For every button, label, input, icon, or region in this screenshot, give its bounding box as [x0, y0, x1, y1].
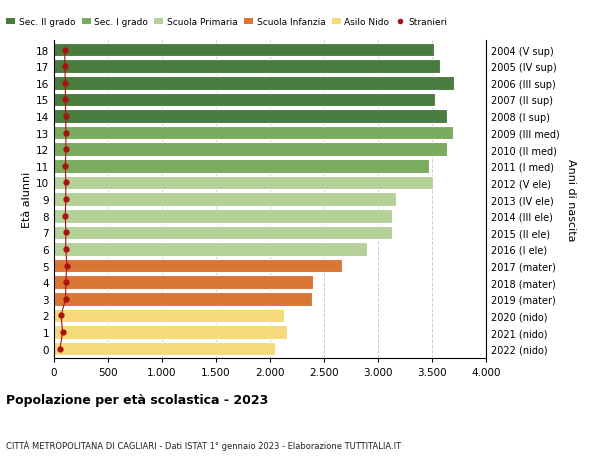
Bar — [54, 93, 435, 107]
Bar — [54, 325, 287, 339]
Bar — [54, 309, 284, 323]
Bar — [54, 127, 452, 140]
Bar — [54, 259, 343, 273]
Legend: Sec. II grado, Sec. I grado, Scuola Primaria, Scuola Infanzia, Asilo Nido, Stran: Sec. II grado, Sec. I grado, Scuola Prim… — [2, 14, 451, 30]
Y-axis label: Anni di nascita: Anni di nascita — [566, 158, 576, 241]
Bar — [54, 243, 367, 256]
Bar — [54, 60, 440, 74]
Bar — [54, 292, 312, 306]
Bar — [54, 110, 447, 123]
Text: CITTÀ METROPOLITANA DI CAGLIARI - Dati ISTAT 1° gennaio 2023 - Elaborazione TUTT: CITTÀ METROPOLITANA DI CAGLIARI - Dati I… — [6, 439, 401, 450]
Bar — [54, 176, 433, 190]
Bar — [54, 209, 392, 223]
Text: Popolazione per età scolastica - 2023: Popolazione per età scolastica - 2023 — [6, 393, 268, 406]
Bar — [54, 226, 392, 240]
Bar — [54, 77, 454, 90]
Bar — [54, 160, 429, 174]
Bar — [54, 143, 447, 157]
Bar — [54, 276, 313, 289]
Bar — [54, 193, 397, 207]
Bar — [54, 342, 275, 356]
Bar — [54, 44, 434, 57]
Y-axis label: Età alunni: Età alunni — [22, 172, 32, 228]
